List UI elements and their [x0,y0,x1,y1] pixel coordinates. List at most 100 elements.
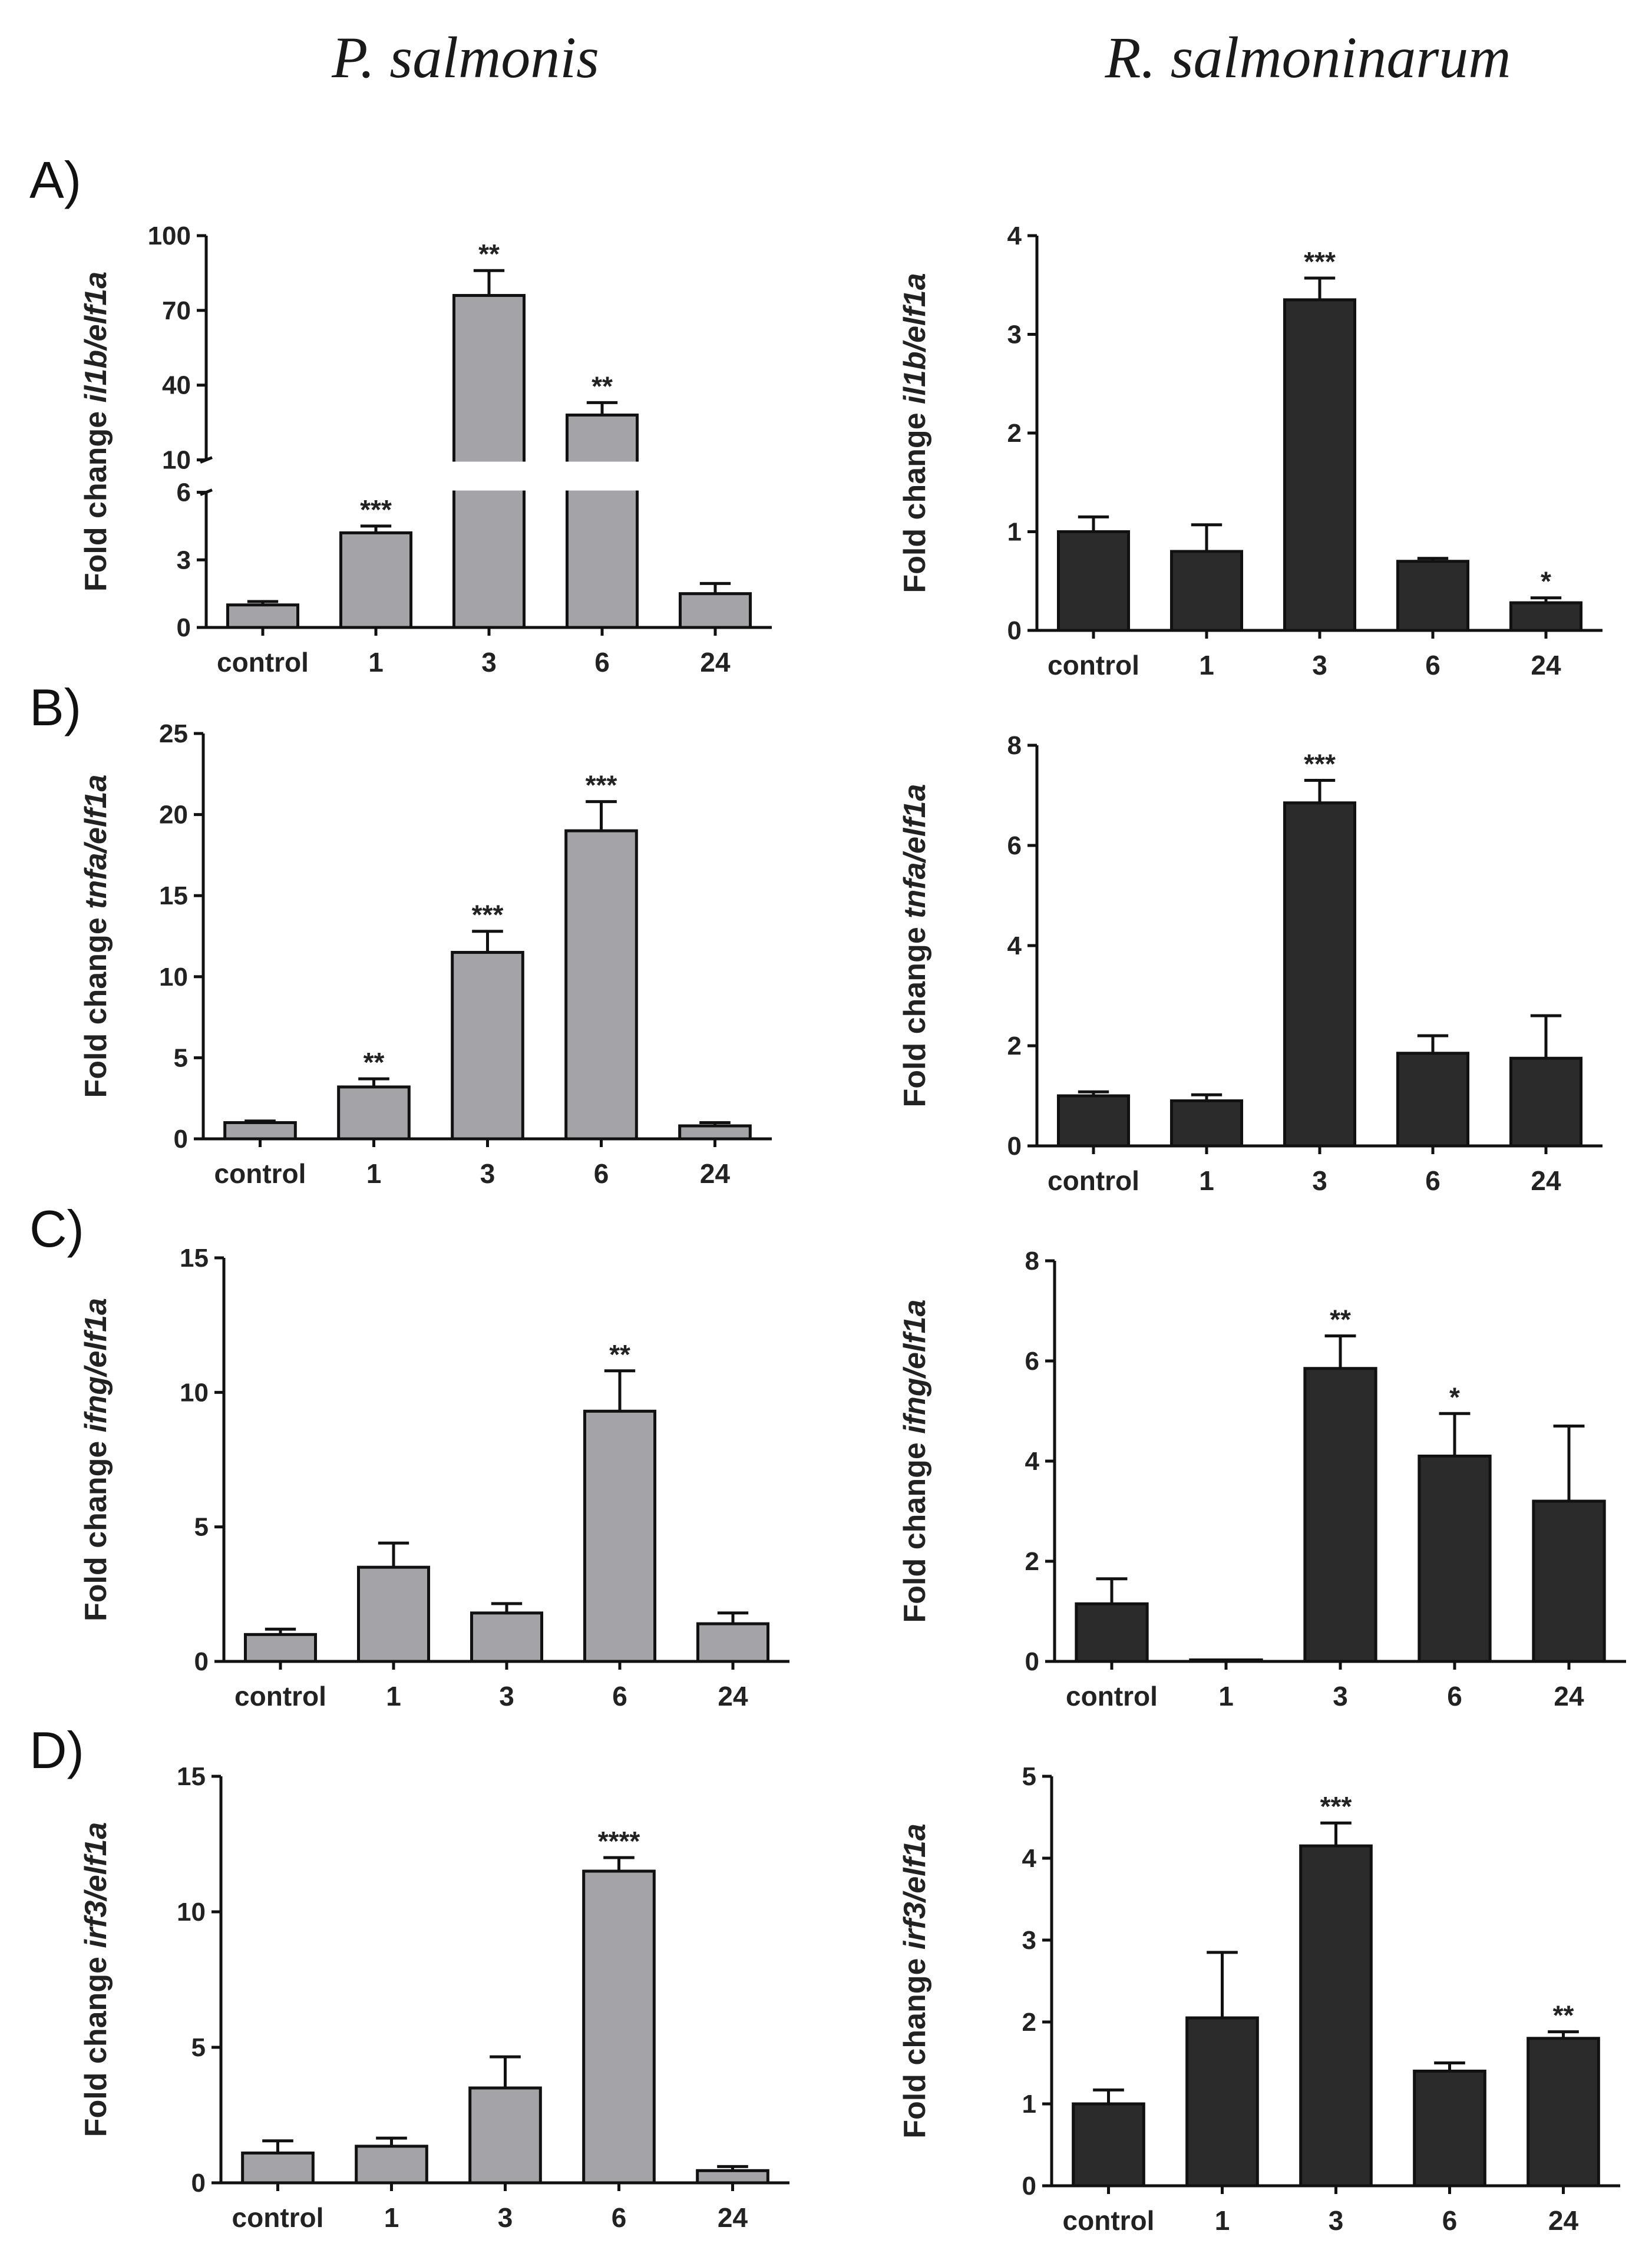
x-tick-label: 24 [718,2202,748,2233]
y-tick-label: 5 [174,1043,188,1072]
bar-control [241,2151,315,2185]
bar-1 [337,1085,411,1141]
x-tick-label: control [1063,2205,1155,2236]
y-tick-label: 4 [1022,1844,1037,1873]
y-tick-label: 1 [1022,2090,1036,2119]
significance-label: *** [1304,749,1336,779]
y-tick-label: 4 [1007,931,1022,960]
bar-24 [1509,1056,1583,1148]
y-tick-label: 1 [1007,518,1022,547]
bar-24 [1532,1499,1606,1663]
y-tick-label: 20 [159,801,188,830]
bar-24 [696,1622,770,1663]
x-tick-label: control [1066,1681,1158,1711]
bar-6 [583,1409,657,1663]
x-tick-label: 1 [1199,650,1214,680]
panel-letter-a: A) [29,151,81,209]
y-axis-label-prefix: Fold change [79,1432,113,1621]
bar-1 [356,1565,431,1663]
bar-3 [1299,1844,1373,2188]
y-tick-label: 2 [1022,2008,1036,2037]
bar-control [243,1633,318,1663]
y-tick-label: 2 [1007,1032,1022,1060]
bar-6 [1418,1455,1492,1663]
y-tick-label: 40 [162,371,191,400]
significance-label: **** [598,1826,640,1856]
x-tick-label: 24 [1554,1681,1584,1711]
bar-1 [1185,2016,1259,2188]
y-axis-label: Fold change ifng/elf1a [898,1300,932,1623]
bar-24 [1509,601,1583,632]
y-axis-label-prefix: Fold change [898,918,932,1108]
bar-6 [1413,2069,1486,2188]
x-tick-label: 24 [1531,1165,1561,1196]
y-axis-label-gene: tnfa/elf1a [898,784,932,918]
y-tick-label: 0 [174,1125,188,1154]
bar-1 [355,2145,428,2185]
y-tick-label: 8 [1025,1247,1039,1276]
y-tick-label: 10 [162,446,191,475]
y-tick-label: 2 [1007,419,1022,448]
x-tick-label: control [214,1158,306,1189]
bar-control [1072,2102,1145,2188]
bar-control [1056,530,1131,632]
panel-letter-d: D) [29,1721,84,1779]
bar-24 [1527,2037,1600,2188]
y-tick-label: 0 [177,613,191,642]
bar-3 [468,2086,542,2185]
significance-label: ** [478,239,500,269]
x-tick-label: control [232,2202,324,2233]
x-tick-label: 1 [384,2202,399,2233]
bar-24 [678,1124,752,1141]
y-tick-label: 0 [191,2169,206,2198]
x-tick-label: 6 [612,1681,627,1711]
significance-label: ** [592,371,613,401]
bar-1 [1169,550,1244,632]
column-title-p-salmonis: P. salmonis [332,25,599,90]
significance-label: *** [1320,1791,1352,1822]
y-tick-label: 0 [1025,1647,1039,1676]
x-tick-label: 6 [1425,650,1440,680]
y-tick-label: 4 [1025,1447,1040,1476]
y-axis-label: Fold change il1b/elf1a [79,272,113,592]
chart-c-p-salmonis: control 1 3 ** 6 24 0 5 10 15 Fold change ifng/elf… [79,1244,789,1711]
bar-24 [678,592,752,629]
bar-3 [452,293,526,629]
x-tick-label: 24 [718,1681,748,1711]
significance-label: ** [1553,2000,1574,2031]
y-tick-label: 10 [159,963,188,992]
y-axis-label: Fold change ifng/elf1a [79,1298,113,1621]
chart-d-p-salmonis: control 1 3 **** 6 24 0 5 10 15 Fold change irf3/e… [79,1762,789,2233]
y-tick-label: 100 [148,222,191,250]
chart-d-r-salmoninarum: control 1 *** 3 6 ** 24 0 1 2 3 4 5 Fold change irf3/… [898,1762,1620,2236]
y-axis-label-gene: ifng/elf1a [898,1300,932,1434]
y-axis-label: Fold change tnfa/elf1a [898,784,932,1108]
bar-1 [339,531,413,629]
chart-a-r-salmoninarum: control 1 *** 3 6 * 24 0 1 2 3 4 Fold change il1b/el… [898,222,1603,680]
x-tick-label: 3 [1312,1165,1327,1196]
y-tick-label: 10 [180,1378,209,1407]
bar-control [1075,1602,1149,1663]
y-tick-label: 15 [177,1762,206,1791]
y-tick-label: 25 [159,719,188,748]
significance-label: *** [1304,246,1336,277]
y-axis-label-prefix: Fold change [898,404,932,593]
y-axis-label-prefix: Fold change [79,402,113,592]
y-tick-label: 3 [177,546,191,574]
x-tick-label: 6 [1442,2205,1458,2236]
significance-label: *** [360,494,392,525]
y-tick-label: 3 [1007,321,1022,349]
x-tick-label: 6 [594,647,610,678]
y-axis-label-prefix: Fold change [79,909,113,1098]
bar-control [1056,1094,1131,1148]
bar-control [223,1121,297,1141]
y-tick-label: 10 [177,1898,206,1927]
x-tick-label: 1 [366,1158,382,1189]
x-tick-label: 24 [700,1158,731,1189]
x-tick-label: 3 [1333,1681,1348,1711]
significance-label: *** [586,770,617,801]
y-tick-label: 4 [1007,222,1022,250]
significance-label: *** [472,900,504,930]
